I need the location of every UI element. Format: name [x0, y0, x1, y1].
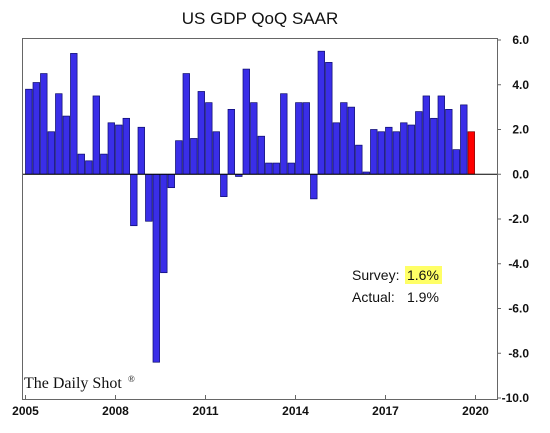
- bar: [115, 124, 123, 175]
- bar: [250, 102, 258, 175]
- bar: [445, 109, 453, 175]
- bar: [190, 138, 198, 175]
- bar: [280, 93, 288, 175]
- y-tick-label: -6.0: [508, 302, 529, 316]
- y-tick-label: 6.0: [512, 33, 529, 47]
- bar: [32, 82, 40, 175]
- chart-title: US GDP QoQ SAAR: [182, 9, 339, 28]
- x-tick-label: 2020: [462, 404, 489, 418]
- actual-label: Actual:: [352, 289, 395, 305]
- survey-value-highlight: [405, 266, 442, 284]
- bar: [107, 122, 115, 175]
- bar: [452, 149, 460, 175]
- bar: [122, 117, 130, 175]
- bar: [422, 95, 430, 175]
- bar: [40, 73, 48, 175]
- bar: [385, 126, 393, 175]
- bar: [130, 173, 138, 227]
- bar: [355, 144, 363, 175]
- bar: [85, 160, 93, 175]
- bar: [92, 95, 100, 175]
- x-axis: 2005 2008 2011 2014 2017 2020: [12, 395, 489, 418]
- bar: [295, 102, 303, 175]
- bar: [460, 104, 468, 175]
- bar: [340, 102, 348, 175]
- brand-mark: ®: [128, 374, 135, 384]
- bar: [347, 106, 355, 175]
- bar: [220, 173, 228, 197]
- bar: [287, 162, 295, 175]
- bar: [227, 109, 235, 175]
- bar: [182, 73, 190, 175]
- bar: [430, 117, 438, 175]
- bar: [325, 62, 333, 175]
- actual-value: 1.9%: [407, 289, 439, 305]
- x-tick-label: 2011: [192, 404, 218, 418]
- y-tick-label: 2.0: [512, 123, 529, 137]
- bar: [317, 50, 325, 175]
- bar: [377, 131, 385, 175]
- bar: [145, 173, 153, 222]
- bar: [77, 153, 85, 175]
- bar: [197, 91, 205, 175]
- y-axis: 6.0 4.0 2.0 0.0 -2.0 -4.0 -6.0 -8.0 -10.0: [497, 33, 529, 405]
- annotation-box: Survey: 1.6% Actual: 1.9%: [352, 266, 442, 305]
- bar: [137, 126, 145, 175]
- bar: [437, 95, 445, 175]
- bar: [70, 53, 78, 175]
- bar: [47, 131, 55, 175]
- y-tick-label: -4.0: [508, 257, 529, 271]
- survey-value: 1.6%: [407, 267, 439, 283]
- y-tick-label: -2.0: [508, 212, 529, 226]
- bar: [265, 162, 273, 175]
- bar: [25, 88, 33, 175]
- brand-name: The Daily Shot: [24, 375, 122, 392]
- y-tick-label: -10.0: [502, 391, 530, 405]
- bar: [310, 173, 318, 200]
- bar: [152, 173, 160, 363]
- bar: [212, 131, 220, 175]
- x-tick-label: 2017: [372, 404, 399, 418]
- bar-highlight: [467, 131, 475, 175]
- y-tick-label: 0.0: [512, 167, 529, 181]
- bar: [407, 124, 415, 175]
- bar: [272, 162, 280, 175]
- bar: [175, 140, 183, 175]
- bar: [415, 111, 423, 175]
- bar: [167, 173, 175, 189]
- bar: [257, 135, 265, 175]
- x-tick-label: 2014: [282, 404, 309, 418]
- x-tick-label: 2008: [102, 404, 129, 418]
- bar: [392, 131, 400, 175]
- bar: [62, 115, 70, 175]
- bar: [160, 173, 168, 274]
- bar: [205, 102, 213, 175]
- x-tick-label: 2005: [12, 404, 39, 418]
- bars-layer: [25, 50, 475, 363]
- bar: [302, 102, 310, 175]
- bar: [242, 68, 250, 175]
- y-tick-label: -8.0: [508, 346, 529, 360]
- bar: [332, 122, 340, 175]
- survey-label: Survey:: [352, 267, 399, 283]
- bar: [100, 153, 108, 175]
- plot-frame: [22, 38, 498, 400]
- bar: [370, 129, 378, 175]
- bar: [400, 122, 408, 175]
- brand-watermark: The Daily Shot ®: [24, 374, 135, 392]
- bar: [55, 93, 63, 175]
- y-tick-label: 4.0: [512, 78, 529, 92]
